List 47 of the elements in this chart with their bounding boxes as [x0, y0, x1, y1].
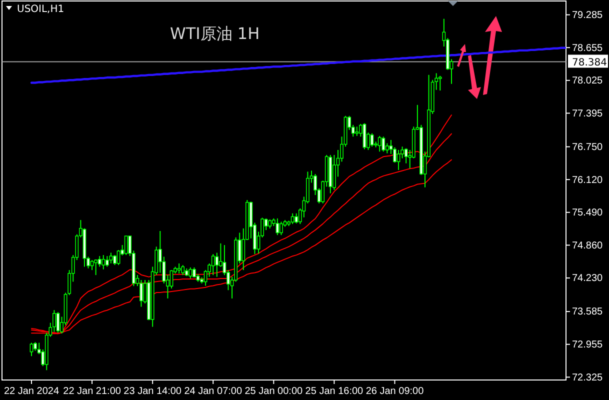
y-tick-label: 76.750 — [572, 142, 604, 153]
y-tick-label: 73.585 — [572, 306, 604, 318]
candlestick — [94, 258, 98, 276]
candlestick — [211, 254, 215, 276]
candlestick — [378, 135, 382, 152]
x-tick-label: 26 Jan 09:00 — [366, 386, 424, 398]
candlestick — [438, 75, 442, 92]
x-tick-label: 23 Jan 14:00 — [124, 386, 182, 398]
x-tick-label: 22 Jan 21:00 — [63, 386, 122, 398]
y-tick-label: 74.230 — [572, 273, 604, 284]
candlestick — [109, 252, 113, 264]
candlestick — [181, 264, 185, 276]
candlestick — [188, 266, 192, 279]
candlestick — [30, 342, 34, 357]
y-tick-label: 77.395 — [572, 108, 604, 120]
y-tick-label: 72.325 — [572, 372, 604, 384]
candlestick — [280, 221, 283, 236]
candlestick — [177, 262, 181, 274]
y-tick-label: 75.490 — [572, 208, 604, 219]
y-tick-label: 78.025 — [572, 76, 604, 87]
y-tick-label: 78.655 — [572, 42, 604, 54]
y-tick-label: 72.955 — [572, 340, 604, 351]
x-tick-label: 25 Jan 00:00 — [244, 386, 304, 398]
y-tick-label: 79.285 — [572, 10, 604, 21]
candlestick — [332, 154, 336, 190]
x-tick-label: 22 Jan 2024 — [4, 386, 60, 398]
candlestick — [290, 212, 294, 225]
candlestick — [113, 254, 116, 266]
candlestick — [192, 266, 196, 278]
chart-subtitle: USOIL,H1 — [17, 4, 64, 15]
x-tick-label: 24 Jan 07:00 — [184, 386, 242, 398]
candlestick — [294, 212, 298, 224]
x-tick-label: 25 Jan 16:00 — [305, 386, 364, 398]
ref-line-label: 78.384 — [572, 58, 607, 69]
y-tick-label: 74.860 — [572, 240, 604, 252]
candlestick — [276, 218, 280, 236]
candlestick — [124, 236, 128, 256]
candlestick — [382, 136, 386, 152]
candlestick — [355, 126, 359, 136]
candlestick — [396, 149, 400, 170]
text: WTI原油 1H — [170, 24, 260, 43]
candlestick — [105, 256, 109, 268]
y-tick-label: 76.120 — [572, 174, 604, 186]
candlestick — [268, 218, 272, 229]
candlestick — [116, 250, 120, 266]
candlestick — [102, 254, 106, 270]
candlestick — [370, 132, 374, 148]
